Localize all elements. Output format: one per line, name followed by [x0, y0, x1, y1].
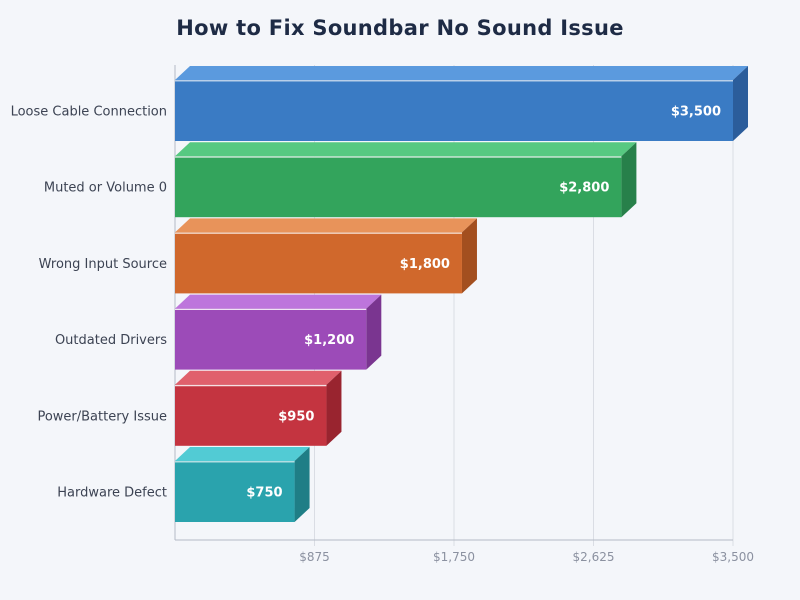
bar-value-label: $1,200: [304, 333, 354, 348]
bar-top-face: [175, 142, 637, 157]
bar-top-face: [175, 447, 310, 461]
bar-value-label: $3,500: [671, 105, 721, 120]
bar-front-face: [175, 308, 367, 370]
bar-row-wrong-input-source: $1,800 Wrong Input Source: [39, 218, 477, 294]
bar-value-label: $1,800: [400, 257, 450, 272]
bar-front-face: [175, 461, 295, 522]
bar-row-hardware-defect: $750 Hardware Defect: [57, 447, 310, 522]
bar-value-label: $750: [246, 486, 282, 501]
bar-front-face: [175, 232, 462, 294]
bar-side-face: [461, 218, 477, 294]
bar-front-face: [175, 80, 733, 141]
category-label: Hardware Defect: [57, 486, 167, 501]
bar-row-power-battery-issue: $950 Power/Battery Issue: [37, 370, 342, 446]
bar-top-face: [175, 218, 477, 233]
bar-side-face: [294, 447, 310, 522]
x-tick-label: $1,750: [433, 550, 475, 564]
bar-front-face: [175, 384, 327, 446]
bar-top-face: [175, 66, 748, 80]
bar-side-face: [733, 66, 748, 141]
bar-top-face: [175, 370, 342, 385]
bar-front-face: [175, 156, 622, 218]
category-label: Wrong Input Source: [39, 257, 167, 272]
x-tick-label: $3,500: [712, 550, 754, 564]
bar-row-muted-or-volume-0: $2,800 Muted or Volume 0: [44, 142, 637, 218]
category-label: Power/Battery Issue: [37, 409, 167, 424]
bar-side-face: [366, 294, 382, 370]
bar-value-label: $950: [278, 409, 314, 424]
bar-row-outdated-drivers: $1,200 Outdated Drivers: [55, 294, 382, 370]
bar-row-loose-cable-connection: $3,500 Loose Cable Connection: [11, 66, 748, 141]
category-label: Muted or Volume 0: [44, 181, 167, 196]
x-tick-label: $875: [299, 550, 330, 564]
category-label: Outdated Drivers: [55, 333, 167, 348]
bar-value-label: $2,800: [559, 181, 609, 196]
bar-side-face: [326, 370, 342, 446]
bar-side-face: [621, 142, 637, 218]
bar-top-face: [175, 294, 382, 309]
category-label: Loose Cable Connection: [11, 105, 167, 120]
x-tick-label: $2,625: [573, 550, 615, 564]
chart-title: How to Fix Soundbar No Sound Issue: [176, 16, 624, 40]
